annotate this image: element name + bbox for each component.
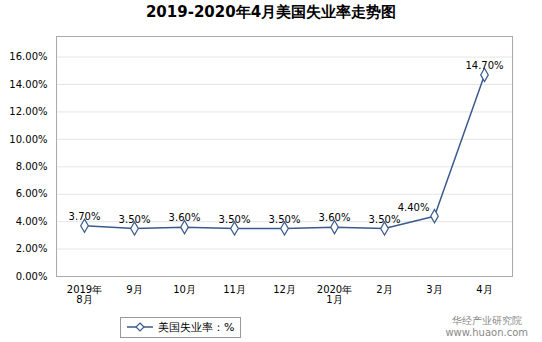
svg-text:2.00%: 2.00%	[16, 243, 48, 254]
svg-text:3.50%: 3.50%	[269, 214, 301, 225]
svg-text:10.00%: 10.00%	[9, 134, 47, 145]
svg-text:4月: 4月	[476, 284, 492, 295]
svg-text:8.00%: 8.00%	[16, 161, 48, 172]
svg-text:3.50%: 3.50%	[119, 214, 151, 225]
html-text:2019-2020年4月美国失业率走势图: 2019-2020年4月美国失业率走势图	[145, 3, 397, 21]
svg-text:3.70%: 3.70%	[69, 211, 101, 222]
svg-text:16.00%: 16.00%	[9, 51, 47, 62]
svg-text:3月: 3月	[426, 284, 442, 295]
svg-text:12月: 12月	[273, 284, 296, 295]
svg-text:14.70%: 14.70%	[465, 60, 503, 71]
svg-text:9月: 9月	[126, 284, 142, 295]
svg-text:2020年1月: 2020年1月	[317, 284, 352, 305]
html-text:美国失业率：%: 美国失业率：%	[158, 320, 235, 334]
svg-text:6.00%: 6.00%	[16, 188, 48, 199]
svg-text:10月: 10月	[173, 284, 196, 295]
svg-text:4.00%: 4.00%	[16, 216, 48, 227]
html-text:华经产业研究院: 华经产业研究院	[451, 315, 522, 326]
svg-text:3.50%: 3.50%	[219, 214, 251, 225]
svg-text:12.00%: 12.00%	[9, 106, 47, 117]
svg-text:0.00%: 0.00%	[16, 271, 48, 282]
svg-text:4.40%: 4.40%	[398, 202, 430, 213]
svg-text:3.60%: 3.60%	[169, 212, 201, 223]
svg-text:11月: 11月	[223, 284, 246, 295]
html-text:www.huaon.com: www.huaon.com	[445, 327, 528, 338]
svg-text:14.00%: 14.00%	[9, 79, 47, 90]
svg-text:3.60%: 3.60%	[319, 212, 351, 223]
svg-text:2月: 2月	[376, 284, 392, 295]
svg-text:3.50%: 3.50%	[369, 214, 401, 225]
svg-text:2019年8月: 2019年8月	[67, 284, 102, 305]
